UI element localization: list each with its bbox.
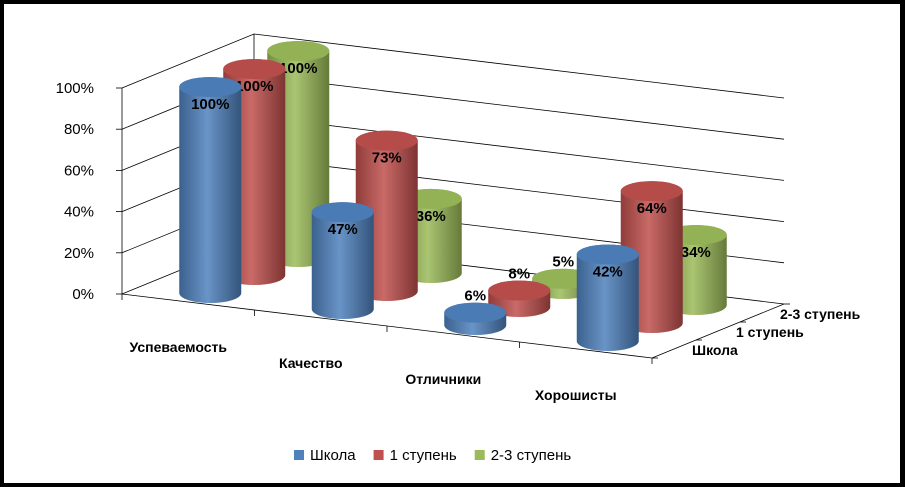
cylinder-top [355, 130, 418, 151]
cylinder-top [311, 202, 374, 223]
x-category-label: Качество [279, 355, 343, 371]
x-category-label: Успеваемость [130, 339, 228, 355]
legend-swatch [373, 450, 384, 460]
cylinder-bar: 47% [311, 202, 374, 319]
depth-axis-line [651, 303, 785, 359]
x-category-label: Хорошисты [535, 387, 617, 403]
legend-item: 2-3 ступень [474, 447, 572, 464]
data-label: 34% [681, 244, 711, 261]
y-tick-label: 60% [64, 162, 94, 179]
cylinder-top [620, 181, 683, 202]
cylinder-bar: 6% [444, 288, 507, 336]
data-label: 73% [372, 150, 402, 167]
cylinder-bar: 42% [576, 244, 639, 351]
chart-panel: 0% 20% 40% 60% 80% 100% 100% 36% 5% 34% 100% 73% 8%… [4, 4, 900, 483]
legend-label: Школа [310, 447, 356, 464]
data-label: 36% [416, 208, 446, 225]
data-label: 42% [593, 263, 623, 280]
chart-canvas: 0% 20% 40% 60% 80% 100% 100% 36% 5% 34% 100% 73% 8%… [56, 33, 861, 464]
y-tick-label: 0% [72, 286, 94, 303]
cylinder-top [488, 280, 551, 301]
data-label: 5% [552, 254, 574, 271]
cylinder-body [179, 77, 242, 303]
depth-series-label: 1 ступень [736, 324, 804, 340]
data-label: 100% [235, 78, 273, 95]
data-label: 8% [508, 266, 530, 283]
cylinder-top [576, 244, 639, 265]
cylinder-top [179, 77, 242, 97]
data-label: 6% [464, 288, 486, 305]
y-tick-label: 20% [64, 245, 94, 262]
legend-label: 2-3 ступень [491, 447, 572, 464]
data-label: 100% [191, 96, 229, 113]
data-label: 47% [328, 221, 358, 238]
legend-swatch [474, 450, 485, 460]
legend-item: 1 ступень [373, 447, 457, 464]
legend-item: Школа [294, 447, 356, 464]
data-label: 64% [637, 200, 667, 217]
y-tick-label: 40% [64, 204, 94, 221]
cylinder-top [444, 302, 507, 323]
cylinder-body [576, 244, 639, 351]
legend-label: 1 ступень [390, 447, 457, 464]
x-category-label: Отличники [405, 371, 481, 387]
cylinder-bar: 8% [488, 266, 551, 317]
cylinder-bar: 100% [179, 77, 242, 303]
data-label: 100% [279, 60, 317, 77]
cylinder-top [267, 41, 330, 61]
y-tick-label: 80% [64, 121, 94, 138]
depth-series-label: Школа [692, 342, 738, 358]
cylinder-body [311, 202, 374, 319]
depth-series-label: 2-3 ступень [780, 306, 861, 322]
cylinder-top [223, 59, 286, 79]
legend-swatch [294, 450, 304, 460]
y-tick-label: 100% [56, 80, 94, 97]
